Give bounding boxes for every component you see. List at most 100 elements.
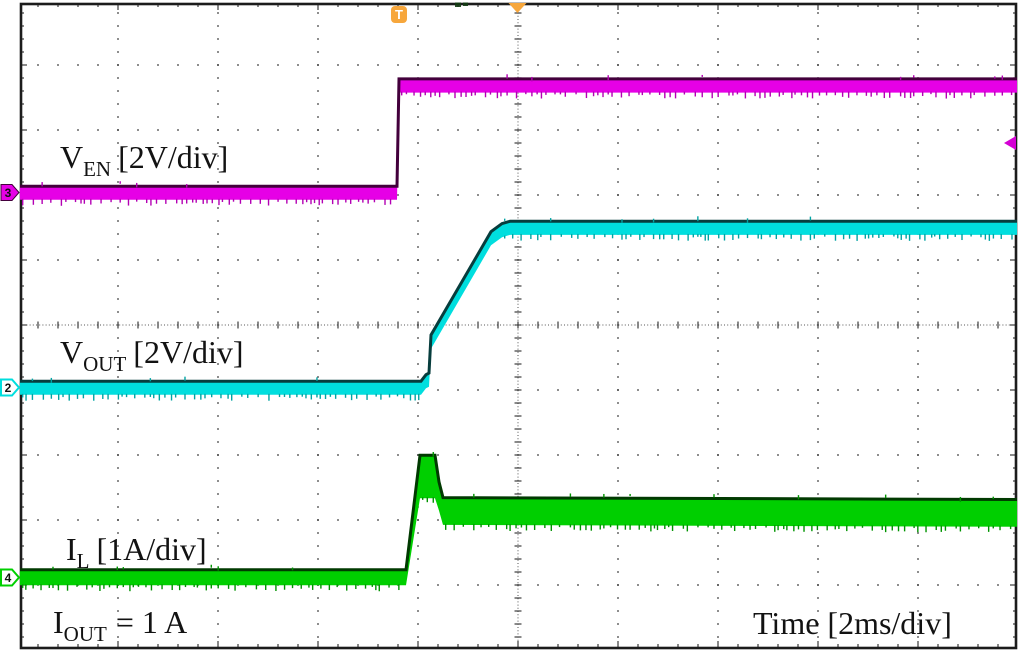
channel-marker-arrow — [0, 568, 21, 587]
noise-tick — [653, 524, 656, 529]
border-tick — [637, 644, 639, 648]
noise-tick — [184, 376, 186, 381]
border-tick — [197, 644, 199, 648]
center-line-tick — [514, 155, 522, 157]
noise-tick — [549, 233, 552, 241]
grid-dot — [417, 337, 419, 339]
noise-tick — [816, 525, 819, 531]
noise-tick — [336, 584, 338, 588]
noise-tick — [643, 233, 645, 238]
noise-tick — [210, 393, 213, 398]
center-line-tick — [514, 389, 522, 391]
grid-dot — [857, 454, 859, 456]
grid-dot — [617, 25, 619, 27]
center-line-tick — [377, 321, 379, 329]
grid-dot — [57, 454, 59, 456]
noise-tick — [119, 198, 121, 203]
noise-tick — [525, 91, 527, 95]
noise-tick — [697, 216, 699, 222]
grid-dot — [97, 259, 99, 261]
noise-tick — [320, 584, 322, 589]
noise-tick — [331, 198, 334, 205]
grid-dot — [797, 129, 799, 131]
grid-dot — [537, 454, 539, 456]
noise-tick — [704, 233, 706, 241]
grid-dot — [817, 155, 819, 157]
noise-tick — [536, 91, 538, 95]
grid-dot — [497, 194, 499, 196]
grid-dot — [317, 155, 319, 157]
trace-top-edge — [20, 219, 1017, 383]
grid-dot — [617, 116, 619, 118]
grid-dot — [417, 584, 419, 586]
grid-dot — [357, 454, 359, 456]
noise-tick — [913, 525, 915, 529]
grid-dot — [657, 584, 659, 586]
center-line-tick — [337, 321, 339, 329]
grid-dot — [977, 584, 979, 586]
grid-dot — [657, 64, 659, 66]
grid-dot — [537, 259, 539, 261]
grid-dot — [157, 454, 159, 456]
grid-dot — [977, 259, 979, 261]
center-line-tick — [457, 321, 459, 329]
center-line-tick — [514, 168, 522, 170]
grid-dot — [117, 623, 119, 625]
noise-tick — [116, 566, 118, 571]
grid-dot — [897, 584, 899, 586]
grid-dot — [717, 415, 719, 417]
grid-dot — [417, 12, 419, 14]
noise-tick — [184, 393, 186, 400]
noise-tick — [744, 91, 747, 99]
noise-tick — [667, 524, 670, 528]
grid-dot — [137, 129, 139, 131]
noise-tick — [671, 233, 673, 240]
grid-dot — [537, 64, 539, 66]
grid-dot — [797, 584, 799, 586]
grid-dot — [637, 129, 639, 131]
grid-dot — [717, 207, 719, 209]
noise-tick — [644, 524, 646, 528]
grid-dot — [617, 532, 619, 534]
grid-dot — [477, 454, 479, 456]
grid-dot — [217, 636, 219, 638]
noise-tick — [949, 91, 951, 96]
noise-tick — [953, 91, 955, 98]
grid-dot — [117, 155, 119, 157]
grid-dot — [57, 519, 59, 521]
noise-tick — [375, 393, 377, 397]
noise-tick — [841, 91, 844, 97]
center-line-tick — [514, 116, 522, 118]
grid-dot — [257, 454, 259, 456]
noise-tick — [721, 524, 723, 530]
noise-tick — [110, 198, 112, 203]
grid-dot — [417, 636, 419, 638]
grid-dot — [917, 558, 919, 560]
center-line-tick — [514, 194, 522, 196]
noise-tick — [765, 524, 767, 528]
noise-tick — [66, 584, 69, 591]
noise-tick — [278, 393, 281, 398]
noise-tick — [116, 584, 118, 589]
grid-dot — [437, 584, 439, 586]
noise-tick — [848, 233, 851, 239]
noise-tick — [68, 393, 70, 401]
noise-tick — [460, 91, 462, 97]
grid-dot — [617, 597, 619, 599]
grid-dot — [637, 64, 639, 66]
noise-tick — [409, 393, 412, 401]
grid-dot — [837, 129, 839, 131]
grid-dot — [717, 12, 719, 14]
border-tick — [20, 259, 27, 261]
grid-dot — [717, 584, 719, 586]
ven-label-sub: EN — [83, 157, 111, 181]
noise-tick — [533, 524, 536, 530]
grid-dot — [817, 493, 819, 495]
grid-dot — [77, 454, 79, 456]
noise-tick — [682, 524, 685, 529]
noise-tick — [994, 76, 996, 79]
grid-dot — [777, 64, 779, 66]
noise-tick — [638, 91, 640, 95]
noise-tick — [125, 393, 128, 398]
